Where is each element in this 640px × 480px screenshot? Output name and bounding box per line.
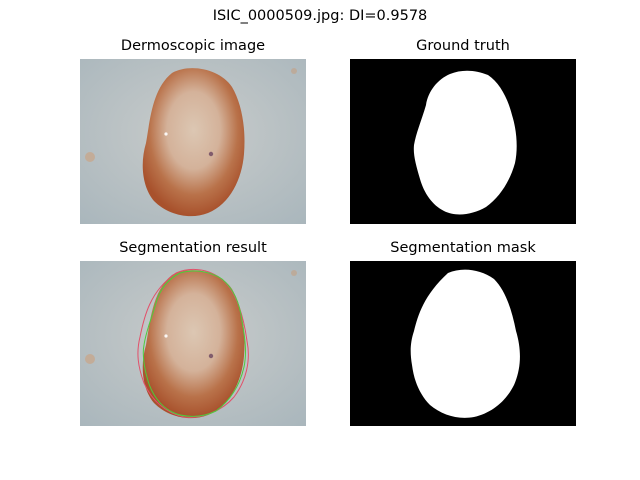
light-reflection [164,334,168,338]
panel-title-dermoscopic-image: Dermoscopic image [120,38,266,54]
panel-title-segmentation-result: Segmentation result [119,240,267,256]
dermoscopic-image [80,59,306,224]
pigment-dot [208,353,214,359]
panel-title-ground-truth: Ground truth [416,38,510,54]
figure-title: ISIC_0000509.jpg: DI=0.9578 [212,8,428,24]
segmentation-mask-canvas [350,261,576,426]
dermoscopic-image-canvas [80,59,306,224]
skin-lesion [142,68,245,217]
pigment-dot [208,151,214,157]
ground-truth-contour [142,270,246,417]
segmentation-result-canvas [80,261,306,426]
ground-truth-mask [350,59,576,224]
light-reflection [164,132,168,136]
segmentation-mask [350,261,576,426]
skin-spot [291,68,297,74]
skin-spot [85,354,95,364]
skin-spot [291,270,297,276]
skin-spot [85,152,95,162]
lesion-mask [413,70,517,215]
predicted-lesion-mask [410,269,520,418]
segmentation-result-image [80,261,306,426]
ground-truth-canvas [350,59,576,224]
skin-lesion [142,270,245,419]
panel-title-segmentation-mask: Segmentation mask [390,240,536,256]
